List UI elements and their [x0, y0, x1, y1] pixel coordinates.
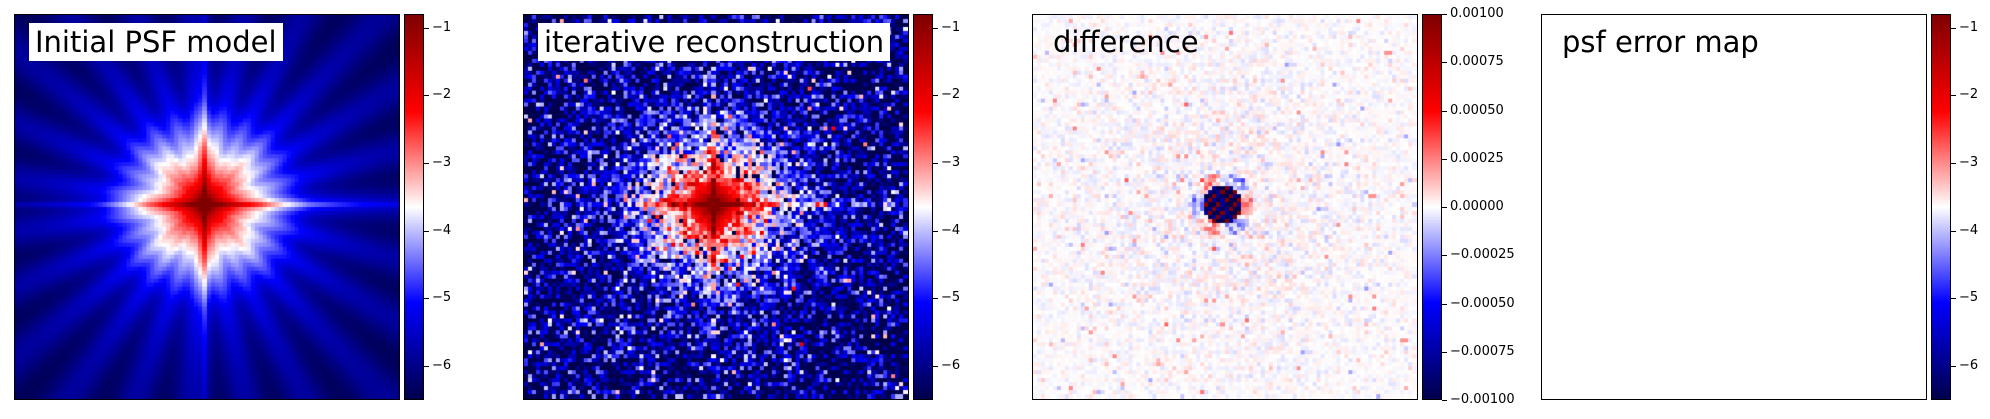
colorbar-tick: [1951, 28, 1956, 29]
colorbar-difference: [1422, 14, 1442, 400]
colorbar-tick: [1951, 366, 1956, 367]
colorbar-tick: [1442, 207, 1447, 208]
colorbar-tick: [424, 298, 429, 299]
colorbar-gradient: [405, 15, 423, 399]
colorbar-tick: [933, 231, 938, 232]
colorbar-tick: [1951, 298, 1956, 299]
colorbar-tick: [1951, 231, 1956, 232]
colorbar-iterative-reconstruction: [913, 14, 933, 400]
colorbar-tick-label: −6: [432, 358, 452, 373]
colorbar-tick-label: −5: [1959, 290, 1979, 305]
colorbar-tick: [424, 366, 429, 367]
colorbar-tick-label: −2: [432, 87, 452, 102]
colorbar-tick-label: 0.00100: [1450, 6, 1504, 21]
colorbar-tick-label: −3: [432, 155, 452, 170]
colorbar-psf-error-map: [1931, 14, 1951, 400]
colorbar-tick-label: −5: [432, 290, 452, 305]
colorbar-tick-label: −3: [1959, 155, 1979, 170]
colorbar-gradient: [1423, 15, 1441, 399]
colorbar-tick: [1442, 14, 1447, 15]
heatmap-image: [1033, 15, 1417, 399]
colorbar-tick: [1442, 400, 1447, 401]
colorbar-tick-label: −0.00025: [1450, 247, 1515, 262]
colorbar-tick-label: −0.00050: [1450, 296, 1515, 311]
colorbar-tick-label: −0.00075: [1450, 344, 1515, 359]
colorbar-tick: [933, 366, 938, 367]
colorbar-gradient: [914, 15, 932, 399]
colorbar-tick: [1951, 163, 1956, 164]
colorbar-tick: [933, 28, 938, 29]
colorbar-tick: [1442, 304, 1447, 305]
panel-title: iterative reconstruction: [538, 23, 891, 61]
heatmap-initial-psf: Initial PSF model: [14, 14, 400, 400]
colorbar-tick-label: −4: [941, 223, 961, 238]
colorbar-tick: [424, 163, 429, 164]
colorbar-tick: [1442, 255, 1447, 256]
colorbar-tick-label: −4: [432, 223, 452, 238]
colorbar-tick-label: −0.00100: [1450, 392, 1515, 407]
panel-title: difference: [1053, 25, 1199, 59]
heatmap-iterative-reconstruction: iterative reconstruction: [523, 14, 909, 400]
colorbar-tick-label: −3: [941, 155, 961, 170]
panel-title: psf error map: [1562, 25, 1759, 59]
colorbar-tick-label: −2: [1959, 87, 1979, 102]
colorbar-tick-label: −1: [432, 20, 452, 35]
colorbar-tick: [1442, 62, 1447, 63]
colorbar-tick: [933, 163, 938, 164]
colorbar-tick-label: 0.00075: [1450, 54, 1504, 69]
colorbar-tick-label: −4: [1959, 223, 1979, 238]
colorbar-tick: [1951, 95, 1956, 96]
colorbar-tick-label: −1: [941, 20, 961, 35]
heatmap-image: [1542, 15, 1926, 399]
colorbar-tick-label: −6: [941, 358, 961, 373]
colorbar-tick: [1442, 111, 1447, 112]
colorbar-tick-label: 0.00050: [1450, 103, 1504, 118]
heatmap-image: [15, 15, 399, 399]
colorbar-tick: [933, 95, 938, 96]
colorbar-tick: [1442, 352, 1447, 353]
colorbar-tick: [424, 28, 429, 29]
colorbar-tick-label: −6: [1959, 358, 1979, 373]
heatmap-psf-error-map: psf error map: [1541, 14, 1927, 400]
colorbar-tick: [933, 298, 938, 299]
colorbar-tick-label: 0.00000: [1450, 199, 1504, 214]
colorbar-tick-label: −1: [1959, 20, 1979, 35]
heatmap-image: [524, 15, 908, 399]
colorbar-initial-psf: [404, 14, 424, 400]
colorbar-tick-label: −5: [941, 290, 961, 305]
colorbar-tick: [424, 95, 429, 96]
colorbar-tick-label: −2: [941, 87, 961, 102]
colorbar-tick: [424, 231, 429, 232]
heatmap-difference: difference: [1032, 14, 1418, 400]
panel-title: Initial PSF model: [29, 23, 283, 61]
colorbar-gradient: [1932, 15, 1950, 399]
colorbar-tick: [1442, 159, 1447, 160]
colorbar-tick-label: 0.00025: [1450, 151, 1504, 166]
